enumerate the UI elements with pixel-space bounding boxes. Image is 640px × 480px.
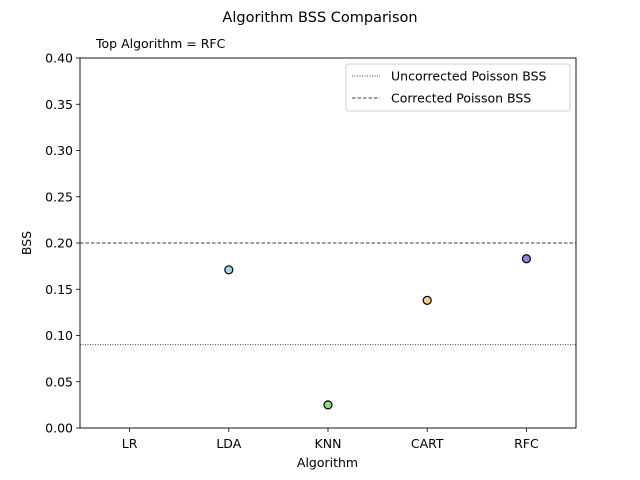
y-tick-label: 0.35 — [45, 97, 73, 112]
data-point-lda — [224, 265, 234, 275]
x-tick-label: LR — [122, 436, 138, 451]
x-axis-label: Algorithm — [297, 455, 358, 470]
chart-title: Algorithm BSS Comparison — [222, 10, 417, 26]
x-tick-label: KNN — [315, 436, 342, 451]
x-tick-label: LDA — [216, 436, 241, 451]
y-tick-label: 0.00 — [45, 421, 73, 436]
legend-box — [345, 63, 571, 112]
y-tick-label: 0.25 — [45, 189, 73, 204]
y-tick-label: 0.20 — [45, 236, 73, 251]
axes-frame — [79, 57, 577, 429]
x-tick-label: CART — [411, 436, 444, 451]
chart-subtitle: Top Algorithm = RFC — [95, 36, 226, 51]
x-tick-label: RFC — [514, 436, 539, 451]
data-point-rfc — [521, 254, 532, 264]
y-tick-label: 0.30 — [45, 143, 73, 158]
y-axis-label: BSS — [19, 231, 34, 255]
y-tick-label: 0.05 — [45, 374, 73, 389]
legend-label: Corrected Poisson BSS — [391, 91, 531, 106]
plot-area: 0.00 0.05 0.10 0.15 0.20 0.25 0.30 0.35 0.40 LR LD… — [45, 51, 577, 451]
legend-label: Uncorrected Poisson BSS — [391, 69, 547, 84]
y-tick-label: 0.10 — [45, 328, 73, 343]
data-point-cart — [422, 295, 432, 305]
y-tick-label: 0.15 — [45, 282, 73, 297]
data-point-knn — [323, 400, 333, 410]
y-tick-label: 0.40 — [45, 51, 73, 66]
